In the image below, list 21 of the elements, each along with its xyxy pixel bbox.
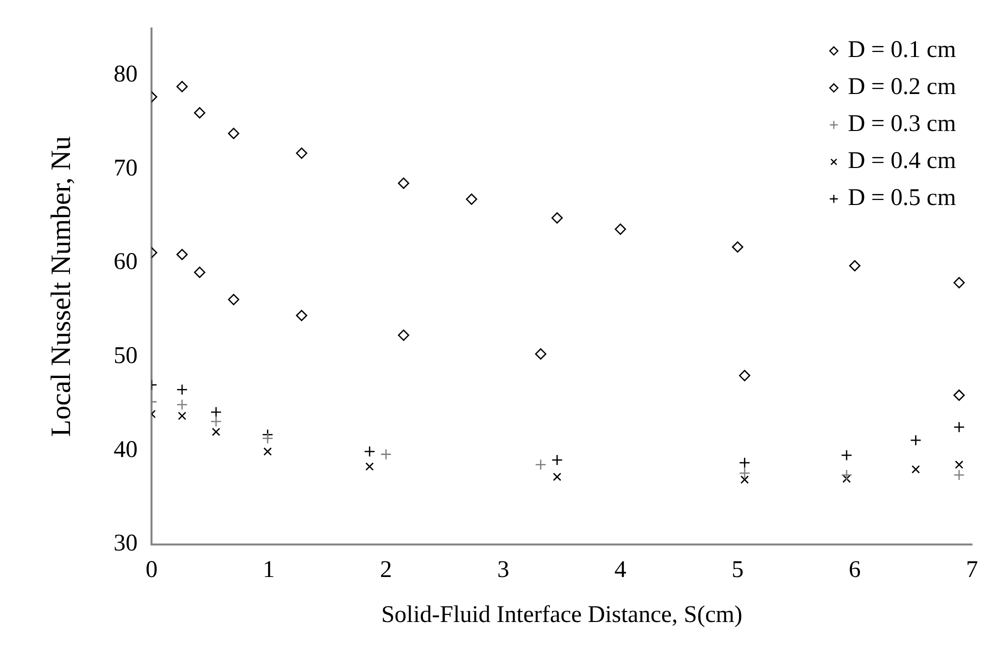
x-tick-label: 7 [966, 557, 978, 584]
legend-label: D = 0.5 cm [848, 185, 956, 212]
x-tick-label: 6 [848, 557, 861, 584]
x-tick-label: 5 [732, 557, 744, 584]
y-tick-label: 50 [114, 343, 138, 370]
y-tick-label: 60 [114, 249, 138, 276]
y-tick-label: 80 [114, 62, 138, 88]
x-tick-label: 0 [146, 557, 158, 584]
x-tick-label: 4 [614, 557, 626, 584]
legend-label: D = 0.1 cm [848, 37, 956, 64]
x-tick-label: 1 [262, 557, 275, 584]
y-tick-label: 70 [114, 155, 138, 182]
y-tick-label: 40 [114, 436, 138, 463]
legend-label: D = 0.4 cm [848, 148, 956, 174]
y-tick-label: 30 [114, 530, 138, 557]
x-tick-label: 2 [380, 557, 392, 584]
legend-label: D = 0.3 cm [848, 111, 956, 138]
y-axis-title: Local Nusselt Number, Nu [46, 136, 78, 437]
legend-label: D = 0.2 cm [848, 74, 956, 100]
x-axis-title: Solid-Fluid Interface Distance, S(cm) [381, 602, 742, 628]
x-tick-label: 3 [497, 557, 510, 584]
